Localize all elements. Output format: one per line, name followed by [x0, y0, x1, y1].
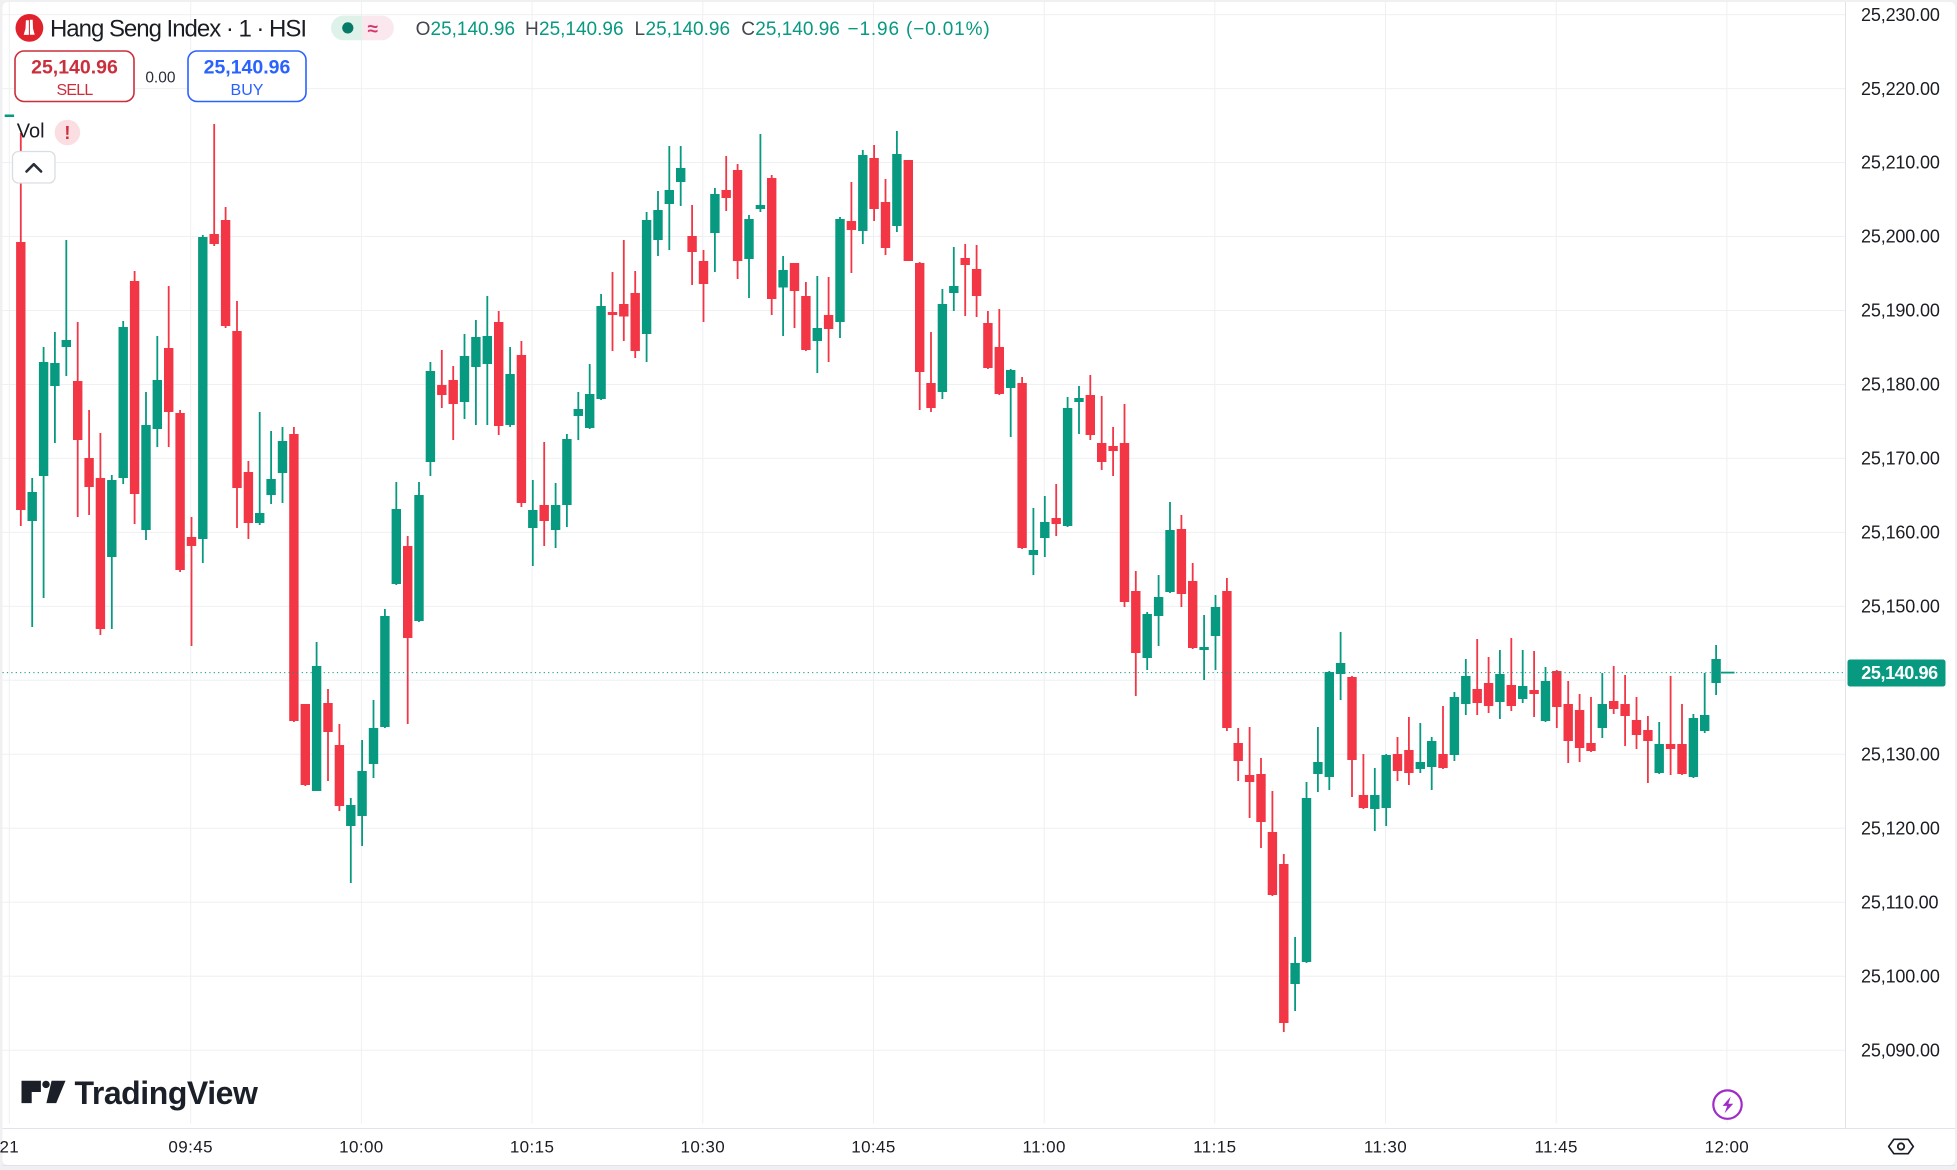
svg-text:10:30: 10:30	[681, 1137, 726, 1156]
svg-text:25,150.00: 25,150.00	[1861, 597, 1940, 617]
svg-text:25,140.96: 25,140.96	[755, 19, 840, 40]
svg-text:25,130.00: 25,130.00	[1861, 745, 1940, 765]
svg-text:TradingView: TradingView	[75, 1075, 259, 1111]
svg-text:25,140.96: 25,140.96	[204, 57, 291, 79]
svg-text:12:00: 12:00	[1705, 1137, 1750, 1156]
svg-text:O: O	[416, 19, 431, 40]
svg-text:≈: ≈	[367, 19, 378, 40]
svg-text:25,180.00: 25,180.00	[1861, 375, 1940, 395]
svg-text:25,140.96: 25,140.96	[539, 19, 624, 40]
svg-text:25,160.00: 25,160.00	[1861, 523, 1940, 543]
svg-text:25,230.00: 25,230.00	[1861, 5, 1940, 25]
svg-text:−1.96 (−0.01%): −1.96 (−0.01%)	[848, 19, 991, 40]
svg-text:H: H	[525, 19, 539, 40]
svg-text:BUY: BUY	[231, 82, 264, 99]
svg-text:25,120.00: 25,120.00	[1861, 819, 1940, 839]
svg-text:0.00: 0.00	[145, 70, 176, 87]
svg-text:11:30: 11:30	[1364, 1137, 1407, 1156]
svg-text:10:00: 10:00	[339, 1137, 384, 1156]
svg-text:L: L	[635, 19, 646, 40]
svg-text:25,210.00: 25,210.00	[1861, 153, 1940, 173]
svg-text:10:45: 10:45	[851, 1137, 896, 1156]
svg-text:Hang Seng Index · 1 · HSI: Hang Seng Index · 1 · HSI	[50, 16, 306, 43]
svg-text:Vol: Vol	[17, 121, 45, 143]
svg-text:11:15: 11:15	[1193, 1137, 1236, 1156]
svg-text:11:45: 11:45	[1535, 1137, 1578, 1156]
svg-text:!: !	[64, 123, 70, 143]
svg-text:25,190.00: 25,190.00	[1861, 301, 1940, 321]
svg-text:SELL: SELL	[57, 82, 94, 99]
svg-text:09:45: 09:45	[168, 1137, 213, 1156]
svg-text:25,140.96: 25,140.96	[431, 19, 516, 40]
svg-text:25,110.00: 25,110.00	[1861, 892, 1939, 912]
svg-text:25,220.00: 25,220.00	[1861, 79, 1940, 99]
svg-text:10:15: 10:15	[510, 1137, 555, 1156]
svg-text:C: C	[741, 19, 755, 40]
svg-text:25,090.00: 25,090.00	[1861, 1040, 1940, 1060]
svg-text:25,140.96: 25,140.96	[1861, 663, 1938, 683]
svg-text:25,200.00: 25,200.00	[1861, 227, 1940, 247]
svg-text:25,140.96: 25,140.96	[31, 57, 118, 79]
svg-text:11:00: 11:00	[1023, 1137, 1066, 1156]
svg-text:25,140.96: 25,140.96	[646, 19, 731, 40]
svg-text:25,100.00: 25,100.00	[1861, 966, 1940, 986]
svg-text:21: 21	[0, 1137, 19, 1156]
svg-text:25,170.00: 25,170.00	[1861, 449, 1940, 469]
